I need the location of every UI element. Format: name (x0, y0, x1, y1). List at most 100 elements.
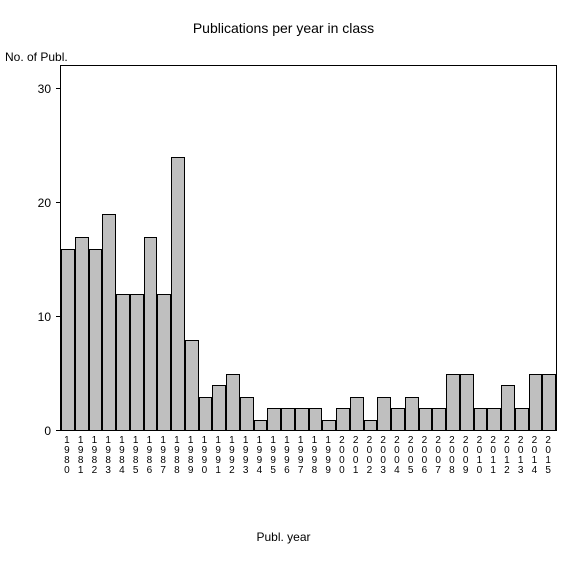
bar-slot (295, 66, 309, 431)
bar-slot (432, 66, 446, 431)
bar-slot (171, 66, 185, 431)
bar (377, 397, 391, 431)
bar-slot (102, 66, 116, 431)
x-tick-label: 1986 (143, 436, 157, 476)
bar (130, 294, 144, 431)
x-tick-label: 2013 (514, 436, 528, 476)
bar (405, 397, 419, 431)
x-axis-line (56, 430, 556, 431)
bar-slot (322, 66, 336, 431)
bar-slot (212, 66, 226, 431)
bar (61, 249, 75, 432)
y-tick-label: 20 (38, 196, 61, 210)
x-tick-label: 2012 (500, 436, 514, 476)
bar-slot (529, 66, 543, 431)
x-tick-label: 2000 (335, 436, 349, 476)
x-tick-label: 1981 (74, 436, 88, 476)
bar (432, 408, 446, 431)
bar (75, 237, 89, 431)
bar-slot (75, 66, 89, 431)
bar (157, 294, 171, 431)
bar (309, 408, 323, 431)
bar-slot (185, 66, 199, 431)
bar-slot (487, 66, 501, 431)
x-tick-label: 1980 (60, 436, 74, 476)
y-tick-label: 30 (38, 82, 61, 96)
x-tick-label: 2005 (404, 436, 418, 476)
x-tick-label: 2004 (390, 436, 404, 476)
bar-slot (474, 66, 488, 431)
bar-slot (281, 66, 295, 431)
x-tick-label: 1984 (115, 436, 129, 476)
bar-slot (364, 66, 378, 431)
bar-slot (336, 66, 350, 431)
bar (171, 157, 185, 431)
bar-slot (350, 66, 364, 431)
x-tick-label: 1999 (321, 436, 335, 476)
bar (199, 397, 213, 431)
plot-area: 0102030 (60, 65, 557, 431)
bar (529, 374, 543, 431)
x-tick-label: 1996 (280, 436, 294, 476)
bar-slot (391, 66, 405, 431)
x-tick-label: 1982 (88, 436, 102, 476)
x-tick-label: 1998 (308, 436, 322, 476)
bar-slot (405, 66, 419, 431)
bar (281, 408, 295, 431)
bar (487, 408, 501, 431)
x-tick-label: 1994 (253, 436, 267, 476)
bar-slot (240, 66, 254, 431)
x-tick-label: 1991 (211, 436, 225, 476)
bar-slot (61, 66, 75, 431)
x-tick-labels: 1980198119821983198419851986198719881989… (60, 436, 555, 476)
x-tick-label: 1995 (266, 436, 280, 476)
bar-slot (226, 66, 240, 431)
x-tick-label: 2001 (349, 436, 363, 476)
bar (116, 294, 130, 431)
bar-slot (419, 66, 433, 431)
x-tick-label: 2010 (473, 436, 487, 476)
bar-slot (267, 66, 281, 431)
y-tick-mark (56, 88, 61, 89)
bar (185, 340, 199, 431)
x-tick-label: 1992 (225, 436, 239, 476)
x-tick-label: 2008 (445, 436, 459, 476)
bar (144, 237, 158, 431)
y-axis-label: No. of Publ. (5, 50, 68, 64)
x-tick-label: 1988 (170, 436, 184, 476)
x-tick-label: 1989 (184, 436, 198, 476)
bar (460, 374, 474, 431)
x-tick-label: 2006 (418, 436, 432, 476)
bars-group (61, 66, 556, 431)
x-axis-label: Publ. year (0, 530, 567, 544)
bar (295, 408, 309, 431)
x-tick-label: 1993 (239, 436, 253, 476)
x-tick-label: 2011 (486, 436, 500, 476)
x-tick-label: 2014 (528, 436, 542, 476)
bar-slot (199, 66, 213, 431)
bar (419, 408, 433, 431)
bar (350, 397, 364, 431)
bar-slot (116, 66, 130, 431)
bar-slot (89, 66, 103, 431)
bar-slot (501, 66, 515, 431)
chart-title: Publications per year in class (0, 20, 567, 36)
bar-slot (515, 66, 529, 431)
bar (212, 385, 226, 431)
x-tick-label: 2003 (376, 436, 390, 476)
bar (336, 408, 350, 431)
x-tick-label: 1985 (129, 436, 143, 476)
bar-slot (377, 66, 391, 431)
bar (542, 374, 556, 431)
bar (89, 249, 103, 432)
y-tick-mark (56, 430, 61, 431)
bar-slot (542, 66, 556, 431)
bar-slot (157, 66, 171, 431)
bar (446, 374, 460, 431)
y-tick-mark (56, 316, 61, 317)
bar (102, 214, 116, 431)
x-tick-label: 1987 (156, 436, 170, 476)
bar (501, 385, 515, 431)
bar-slot (309, 66, 323, 431)
x-tick-label: 1997 (294, 436, 308, 476)
